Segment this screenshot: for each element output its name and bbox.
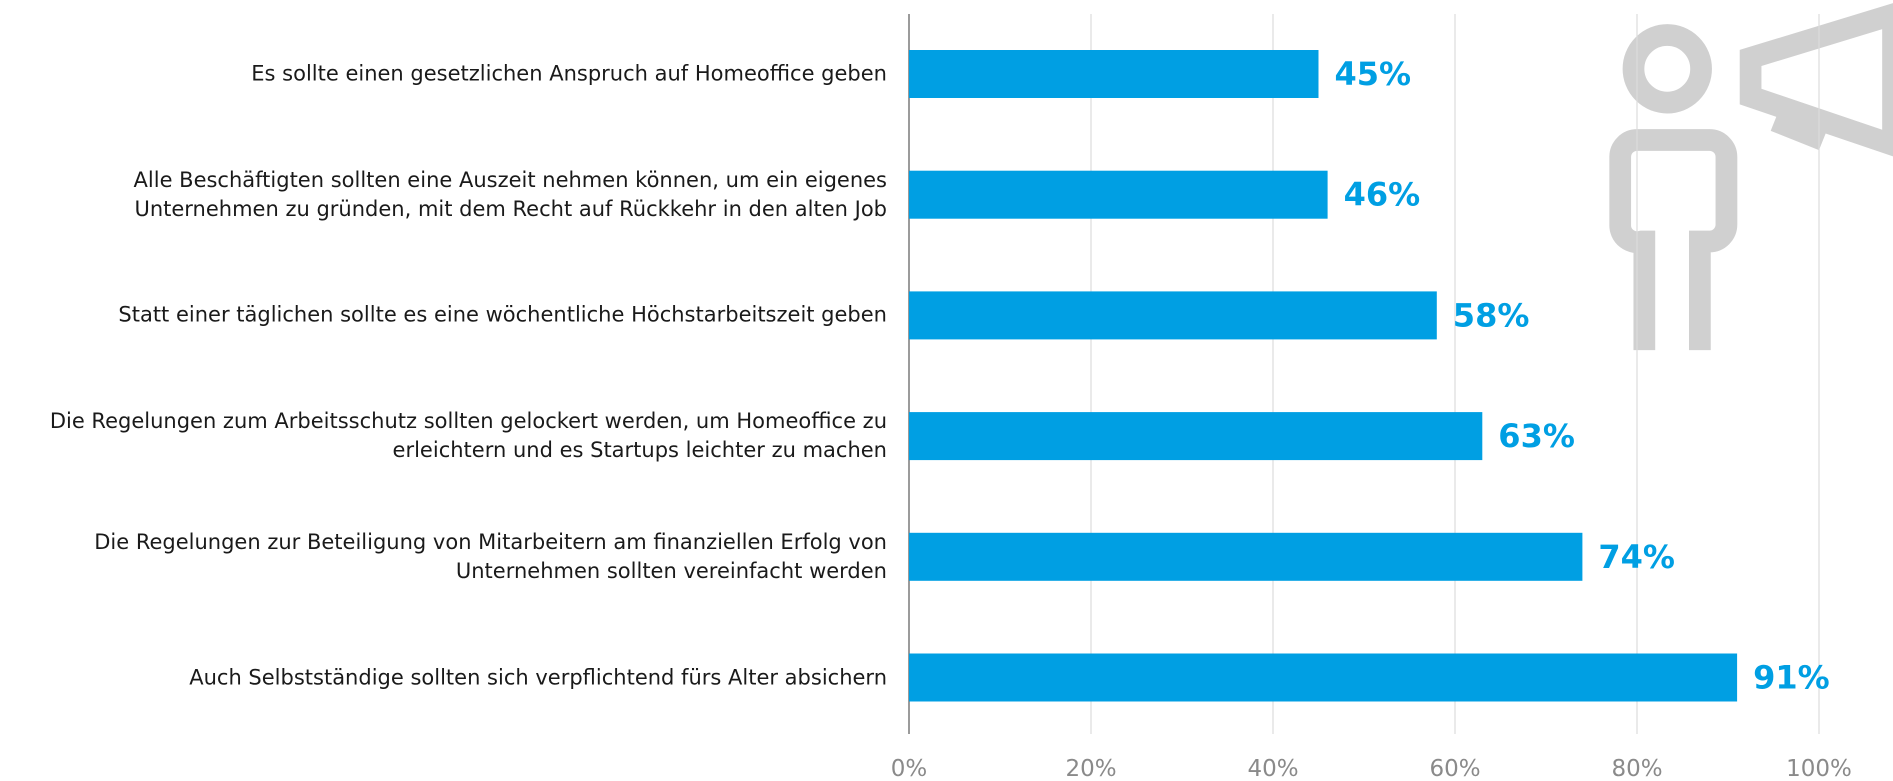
- category-label: Die Regelungen zum Arbeitsschutz sollten…: [49, 409, 887, 463]
- value-label: 45%: [1335, 55, 1412, 93]
- value-label: 74%: [1598, 538, 1675, 576]
- category-label: Es sollte einen gesetzlichen Anspruch au…: [251, 61, 887, 86]
- x-tick-label: 40%: [1247, 756, 1298, 781]
- value-label: 58%: [1453, 296, 1530, 334]
- bar: [909, 653, 1738, 702]
- category-label: Die Regelungen zur Beteiligung von Mitar…: [94, 529, 887, 583]
- x-tick-label: 20%: [1065, 756, 1116, 781]
- category-label: Alle Beschäftigten sollten eine Auszeit …: [133, 167, 887, 221]
- x-tick-label: 0%: [891, 756, 928, 781]
- x-tick-label: 100%: [1786, 756, 1852, 781]
- bar: [909, 291, 1437, 340]
- value-label: 91%: [1753, 659, 1830, 697]
- value-label: 63%: [1498, 417, 1575, 455]
- category-label: Statt einer täglichen sollte es eine wöc…: [118, 302, 887, 327]
- person-megaphone-icon: [1609, 3, 1893, 351]
- x-tick-label: 60%: [1429, 756, 1480, 781]
- x-tick-label: 80%: [1611, 756, 1662, 781]
- bar: [909, 170, 1328, 219]
- value-label: 46%: [1344, 176, 1421, 214]
- category-label: Auch Selbstständige sollten sich verpfli…: [189, 665, 887, 689]
- bar: [909, 532, 1583, 581]
- bar: [909, 412, 1483, 461]
- bar: [909, 50, 1319, 98]
